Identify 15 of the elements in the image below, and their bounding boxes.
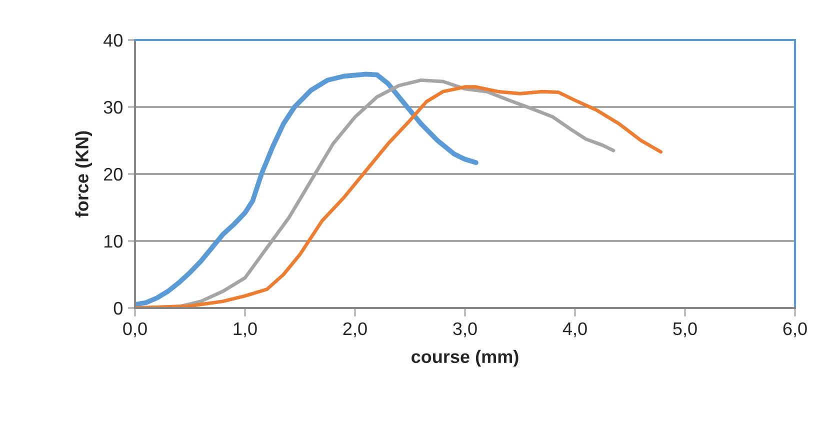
y-tick-label: 10 (104, 234, 122, 248)
x-tick-label: 3,0 (453, 322, 477, 338)
y-tick-label: 30 (104, 100, 122, 114)
x-axis-title: course (mm) (412, 350, 518, 367)
y-axis-title: force (KN) (75, 131, 92, 218)
x-tick-label: 2,0 (343, 322, 367, 338)
y-tick-label: 20 (104, 168, 122, 181)
line-series (135, 72, 478, 308)
x-tick-label: 5,0 (673, 322, 697, 338)
y-tick-label: 40 (104, 34, 122, 47)
x-tick-label: 1,0 (234, 322, 257, 338)
x-tick-label: 0,0 (123, 322, 147, 338)
x-tick-label: 4,0 (562, 322, 587, 338)
x-tick-label: 6,0 (783, 322, 807, 338)
y-tick-label: 0 (114, 302, 122, 315)
